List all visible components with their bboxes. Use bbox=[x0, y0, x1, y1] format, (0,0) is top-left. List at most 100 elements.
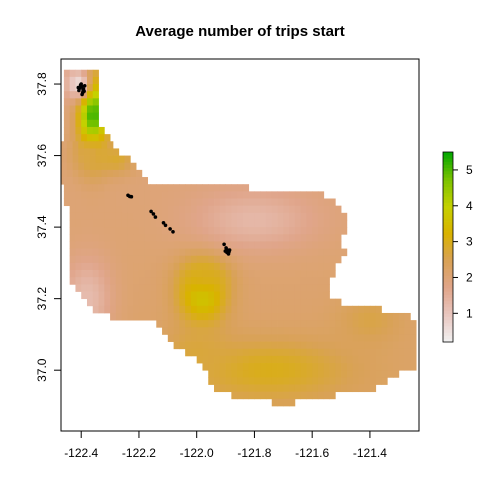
legend-color-step bbox=[443, 335, 453, 340]
heatmap-cell bbox=[202, 255, 209, 264]
heatmap-cell bbox=[63, 98, 71, 106]
heatmap-cell bbox=[104, 191, 111, 199]
heatmap-cell bbox=[248, 219, 255, 228]
heatmap-cell bbox=[277, 377, 284, 385]
heatmap-cell bbox=[84, 155, 91, 164]
heatmap-cell bbox=[202, 184, 209, 192]
heatmap-cell bbox=[283, 305, 290, 314]
heatmap-cell bbox=[208, 305, 215, 314]
station-point bbox=[153, 215, 158, 219]
heatmap-cell bbox=[289, 363, 296, 371]
heatmap-cell bbox=[358, 363, 365, 371]
heatmap-cell bbox=[185, 270, 192, 278]
heatmap-cell bbox=[173, 291, 180, 300]
heatmap-cell bbox=[277, 398, 284, 407]
heatmap-cell bbox=[162, 184, 169, 192]
heatmap-cell bbox=[260, 370, 267, 378]
heatmap-cell bbox=[254, 219, 261, 228]
heatmap-cell bbox=[127, 284, 134, 292]
legend-color-step bbox=[443, 180, 453, 184]
station-point bbox=[78, 83, 83, 87]
heatmap-cell bbox=[63, 134, 71, 142]
heatmap-cell bbox=[237, 241, 244, 249]
heatmap-cell bbox=[225, 291, 232, 300]
heatmap-cell bbox=[306, 320, 313, 328]
heatmap-cell bbox=[225, 234, 232, 242]
heatmap-cell bbox=[219, 348, 226, 357]
heatmap-cell bbox=[352, 334, 359, 342]
heatmap-cell bbox=[202, 227, 209, 235]
heatmap-cell bbox=[225, 191, 232, 199]
heatmap-cell bbox=[196, 291, 203, 300]
heatmap-cell bbox=[265, 198, 273, 207]
heatmap-cell bbox=[300, 355, 307, 364]
heatmap-cell bbox=[306, 262, 313, 271]
legend-color-step bbox=[443, 196, 453, 200]
heatmap-cell bbox=[61, 148, 68, 156]
chart-title: Average number of trips start bbox=[135, 23, 345, 40]
heatmap-cell bbox=[341, 312, 348, 321]
heatmap-cell bbox=[265, 348, 273, 357]
heatmap-cell bbox=[323, 291, 330, 300]
heatmap-cell bbox=[136, 177, 143, 185]
heatmap-cell bbox=[404, 348, 411, 357]
heatmap-cell bbox=[173, 219, 180, 228]
heatmap-cell bbox=[144, 212, 151, 221]
heatmap-cell bbox=[179, 298, 186, 307]
heatmap-cell bbox=[167, 270, 174, 278]
heatmap-cell bbox=[300, 334, 307, 342]
heatmap-cell bbox=[294, 341, 302, 350]
heatmap-cell bbox=[312, 391, 319, 400]
heatmap-cell bbox=[329, 219, 336, 228]
heatmap-cell bbox=[92, 119, 99, 128]
heatmap-cell bbox=[352, 384, 359, 393]
heatmap-cell bbox=[219, 384, 226, 393]
heatmap-cell bbox=[294, 298, 302, 307]
heatmap-cell bbox=[237, 248, 244, 257]
heatmap-cell bbox=[277, 298, 284, 307]
heatmap-cell bbox=[162, 227, 169, 235]
heatmap-cell bbox=[104, 219, 111, 228]
heatmap-cell bbox=[121, 191, 128, 199]
heatmap-cell bbox=[254, 262, 261, 271]
heatmap-cell bbox=[138, 305, 146, 314]
heatmap-cell bbox=[294, 320, 302, 328]
heatmap-cell bbox=[306, 355, 313, 364]
heatmap-cell bbox=[265, 363, 273, 371]
heatmap-cell bbox=[254, 384, 261, 393]
heatmap-cell bbox=[92, 255, 99, 264]
heatmap-cell bbox=[86, 212, 94, 221]
heatmap-cell bbox=[104, 227, 111, 235]
heatmap-cell bbox=[121, 284, 128, 292]
heatmap-cell bbox=[242, 320, 250, 328]
heatmap-cell bbox=[219, 334, 226, 342]
heatmap-cell bbox=[202, 363, 209, 371]
heatmap-cell bbox=[254, 348, 261, 357]
legend-frame bbox=[442, 151, 454, 343]
heatmap-cell bbox=[69, 84, 76, 92]
heatmap-cell bbox=[104, 298, 111, 307]
heatmap-cell bbox=[92, 69, 99, 78]
heatmap-cell bbox=[121, 184, 128, 192]
heatmap-cell bbox=[231, 248, 238, 257]
heatmap-cell bbox=[185, 291, 192, 300]
heatmap-cell bbox=[375, 305, 382, 314]
heatmap-cell bbox=[352, 327, 359, 335]
heatmap-cell bbox=[98, 262, 105, 271]
heatmap-cell bbox=[260, 262, 267, 271]
heatmap-cell bbox=[317, 234, 325, 242]
heatmap-cell bbox=[271, 384, 278, 393]
heatmap-cell bbox=[306, 241, 313, 249]
x-tick-label: -122.4 bbox=[64, 446, 98, 460]
heatmap-cell bbox=[81, 126, 88, 135]
heatmap-cell bbox=[107, 155, 114, 164]
heatmap-cell bbox=[121, 248, 128, 257]
heatmap-cell bbox=[254, 284, 261, 292]
heatmap-cell bbox=[329, 312, 336, 321]
heatmap-cell bbox=[86, 241, 94, 249]
heatmap-cell bbox=[294, 312, 302, 321]
heatmap-cell bbox=[127, 198, 134, 207]
heatmap-cell bbox=[173, 320, 180, 328]
heatmap-cell bbox=[329, 384, 336, 393]
heatmap-cell bbox=[196, 284, 203, 292]
